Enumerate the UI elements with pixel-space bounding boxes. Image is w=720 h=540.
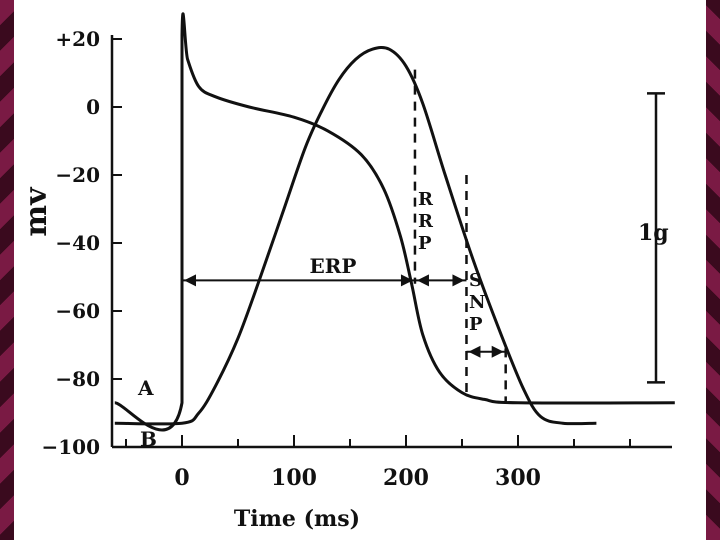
- series-group: [114, 12, 675, 432]
- y-tick-label-0: +20: [55, 27, 100, 51]
- x-ticks: 0 100 200 300: [125, 435, 631, 491]
- rrp-arrow-head-right: [452, 274, 465, 287]
- snp-label-s: S: [469, 270, 482, 291]
- series-a-label: A: [137, 376, 154, 400]
- x-tick-label-0: 0: [174, 465, 189, 491]
- y-tick-label-2: −20: [55, 163, 100, 187]
- y-tick-label-6: −100: [41, 435, 100, 459]
- erp-arrow-head-right: [400, 274, 413, 287]
- x-tick-label-3: 300: [495, 465, 541, 491]
- x-tick-label-1: 100: [271, 465, 317, 491]
- rrp-label-p: P: [418, 233, 432, 254]
- series-a-line: [114, 12, 675, 432]
- y-tick-label-1: 0: [86, 95, 100, 119]
- y-tick-label-3: −40: [55, 231, 100, 255]
- y-ticks: +20 0 −20 −40 −60 −80 −100: [41, 27, 122, 459]
- rrp-arrow-head-left: [416, 274, 429, 287]
- snp-label-p: P: [469, 314, 483, 335]
- erp-label: ERP: [310, 254, 357, 278]
- y-tick-label-5: −80: [55, 367, 100, 391]
- left-border: [0, 0, 14, 540]
- series-b-label: B: [140, 427, 157, 451]
- right-border: [706, 0, 720, 540]
- snp-label-n: N: [469, 292, 485, 313]
- rrp-label-r2: R: [418, 211, 434, 232]
- y-tick-label-4: −60: [55, 299, 100, 323]
- erp-arrow-head-left: [184, 274, 196, 287]
- snp-arrow-head-left: [468, 345, 481, 358]
- markers-group: [182, 69, 665, 403]
- x-axis-label: Time (ms): [234, 506, 360, 532]
- chart-panel: [14, 0, 706, 540]
- snp-arrow-head-right: [491, 345, 504, 358]
- axes: [110, 35, 672, 449]
- scale-bar-label: 1g: [638, 220, 669, 246]
- y-axis-label: mv: [19, 186, 54, 237]
- x-tick-label-2: 200: [383, 465, 429, 491]
- rrp-label-r1: R: [418, 189, 434, 210]
- series-b-line: [114, 46, 597, 426]
